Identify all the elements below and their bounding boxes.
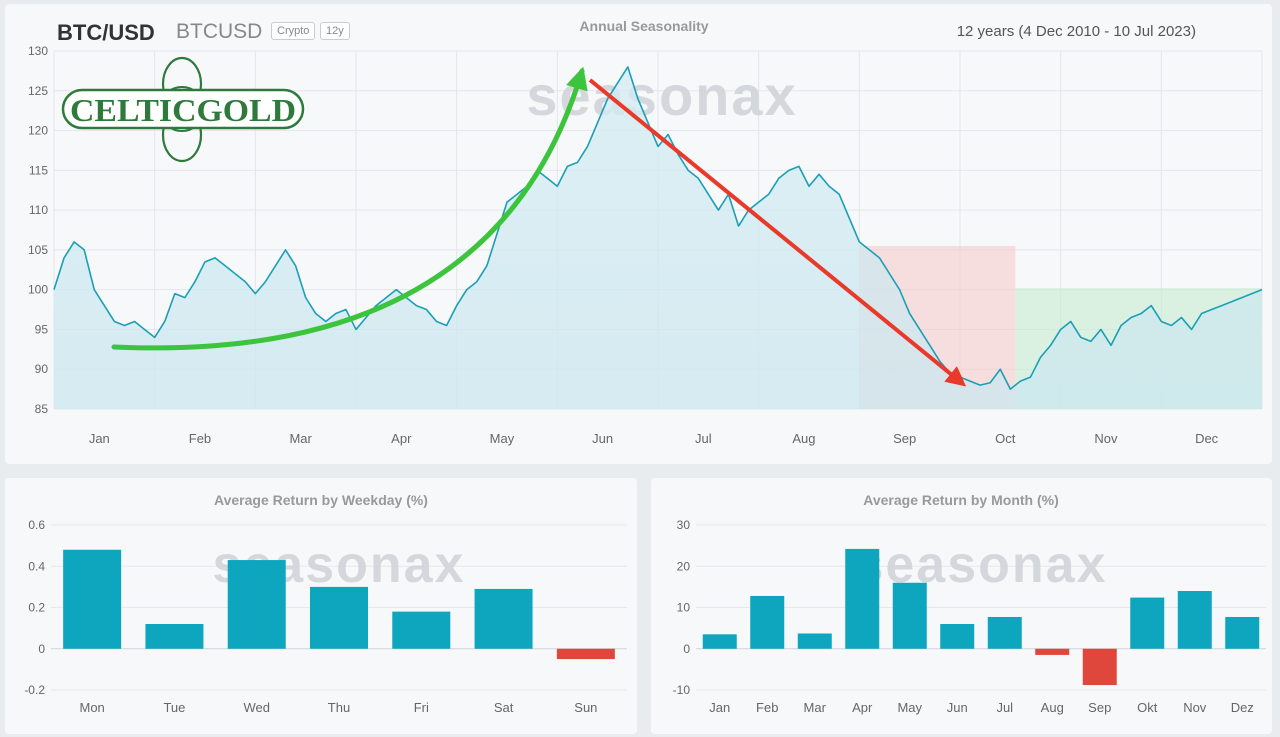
x-tick-label: May (490, 431, 515, 446)
area-fill (54, 66, 1262, 410)
month-category-label: Jun (947, 700, 968, 715)
month-category-label: Jul (996, 700, 1013, 715)
x-tick-label: Oct (995, 431, 1016, 446)
y-tick-label: 130 (28, 44, 48, 58)
y-tick-label: 0.2 (28, 601, 45, 615)
month-category-label: Okt (1137, 700, 1158, 715)
month-category-label: Dez (1231, 700, 1254, 715)
x-tick-label: Sep (893, 431, 916, 446)
month-category-label: May (897, 700, 922, 715)
weekday-category-label: Fri (414, 700, 429, 715)
weekday-bar (392, 611, 451, 649)
weekday-bar (474, 588, 533, 649)
symbol-title: BTC/USD (57, 20, 155, 45)
ticker-label: BTCUSD (176, 20, 263, 43)
y-tick-label: -10 (673, 683, 691, 697)
x-tick-label: Jul (695, 431, 712, 446)
month-category-label: Nov (1183, 700, 1207, 715)
weekday-bar (63, 549, 122, 649)
month-bar (987, 616, 1022, 649)
y-tick-label: 125 (28, 84, 48, 98)
y-tick-label: 0 (38, 642, 45, 656)
month-bar (702, 634, 737, 649)
green-arrow (111, 66, 588, 351)
month-bar (1225, 616, 1260, 649)
month-category-label: Mar (804, 700, 827, 715)
month-bar (940, 624, 975, 649)
weekday-chart-title: Average Return by Weekday (%) (214, 492, 428, 508)
y-tick-label: 105 (28, 243, 48, 257)
watermark: seasonax (854, 536, 1107, 594)
x-tick-label: Nov (1094, 431, 1118, 446)
y-tick-label: 90 (35, 362, 49, 376)
seasonality-panel: BTC/USD BTCUSD Crypto 12y Annual Seasona… (5, 4, 1272, 464)
logo-text: CELTICGOLD (70, 92, 296, 128)
badge-asset-class[interactable]: Crypto (271, 22, 316, 40)
y-tick-label: 115 (29, 163, 48, 177)
y-tick-label: 85 (35, 402, 49, 416)
seasonality-line (53, 66, 1263, 390)
period-label: 12 years (4 Dec 2010 - 10 Jul 2023) (956, 23, 1196, 40)
y-tick-label: 110 (29, 203, 48, 217)
x-tick-label: Jan (89, 431, 110, 446)
x-tick-label: Jun (592, 431, 613, 446)
weekday-bar (227, 560, 286, 649)
weekday-bar (310, 586, 368, 649)
month-bar (1082, 648, 1117, 686)
weekday-category-label: Sun (574, 700, 597, 715)
weekday-bar (145, 624, 204, 649)
month-bar (892, 582, 927, 649)
y-tick-label: 0.4 (28, 559, 45, 573)
badge-years[interactable]: 12y (320, 22, 350, 40)
y-tick-label: 0.6 (28, 518, 45, 532)
y-tick-label: 95 (35, 322, 49, 336)
month-chart: -10 0 10 20 30 seasonax Jan Feb Mar Apr May Jun Jul A… (673, 518, 1266, 715)
weekday-panel: Average Return by Weekday (%) -0.2 0 0.2 0.… (5, 478, 637, 734)
x-tick-label: Apr (391, 431, 412, 446)
y-tick-label: 0 (683, 642, 690, 656)
month-bar (845, 548, 880, 649)
x-tick-label: Mar (289, 431, 312, 446)
red-arrow (588, 78, 967, 387)
month-bar (750, 595, 785, 649)
x-tick-label: Dec (1195, 431, 1219, 446)
weekday-category-label: Mon (79, 700, 104, 715)
y-tick-label: 30 (677, 518, 691, 532)
y-tick-label: 20 (677, 559, 691, 573)
seasonality-chart: 85 90 95 100 105 110 115 120 125 130 Jan Feb Mar Apr M… (28, 44, 1263, 446)
seasonality-title: Annual Seasonality (579, 18, 709, 34)
weekday-bar (556, 648, 615, 660)
weekday-category-label: Thu (328, 700, 350, 715)
weekday-category-label: Tue (163, 700, 185, 715)
month-category-label: Aug (1041, 700, 1064, 715)
month-category-label: Apr (852, 700, 873, 715)
x-tick-label: Aug (792, 431, 815, 446)
month-category-label: Sep (1088, 700, 1111, 715)
month-bar (1177, 591, 1212, 649)
month-category-label: Jan (709, 700, 730, 715)
x-tick-label: Feb (189, 431, 211, 446)
y-tick-label: -0.2 (24, 683, 45, 697)
y-tick-label: 10 (677, 601, 691, 615)
month-bar (1130, 597, 1165, 649)
month-category-label: Feb (756, 700, 778, 715)
celticgold-logo: CELTICGOLD (61, 56, 305, 163)
month-chart-title: Average Return by Month (%) (863, 492, 1059, 508)
y-tick-label: 120 (28, 124, 48, 138)
month-panel: Average Return by Month (%) -10 0 10 20 30 se… (651, 478, 1272, 734)
weekday-category-label: Wed (243, 700, 270, 715)
month-bar (1035, 648, 1070, 655)
y-tick-label: 100 (28, 283, 48, 297)
month-bar (797, 633, 832, 649)
weekday-category-label: Sat (494, 700, 514, 715)
